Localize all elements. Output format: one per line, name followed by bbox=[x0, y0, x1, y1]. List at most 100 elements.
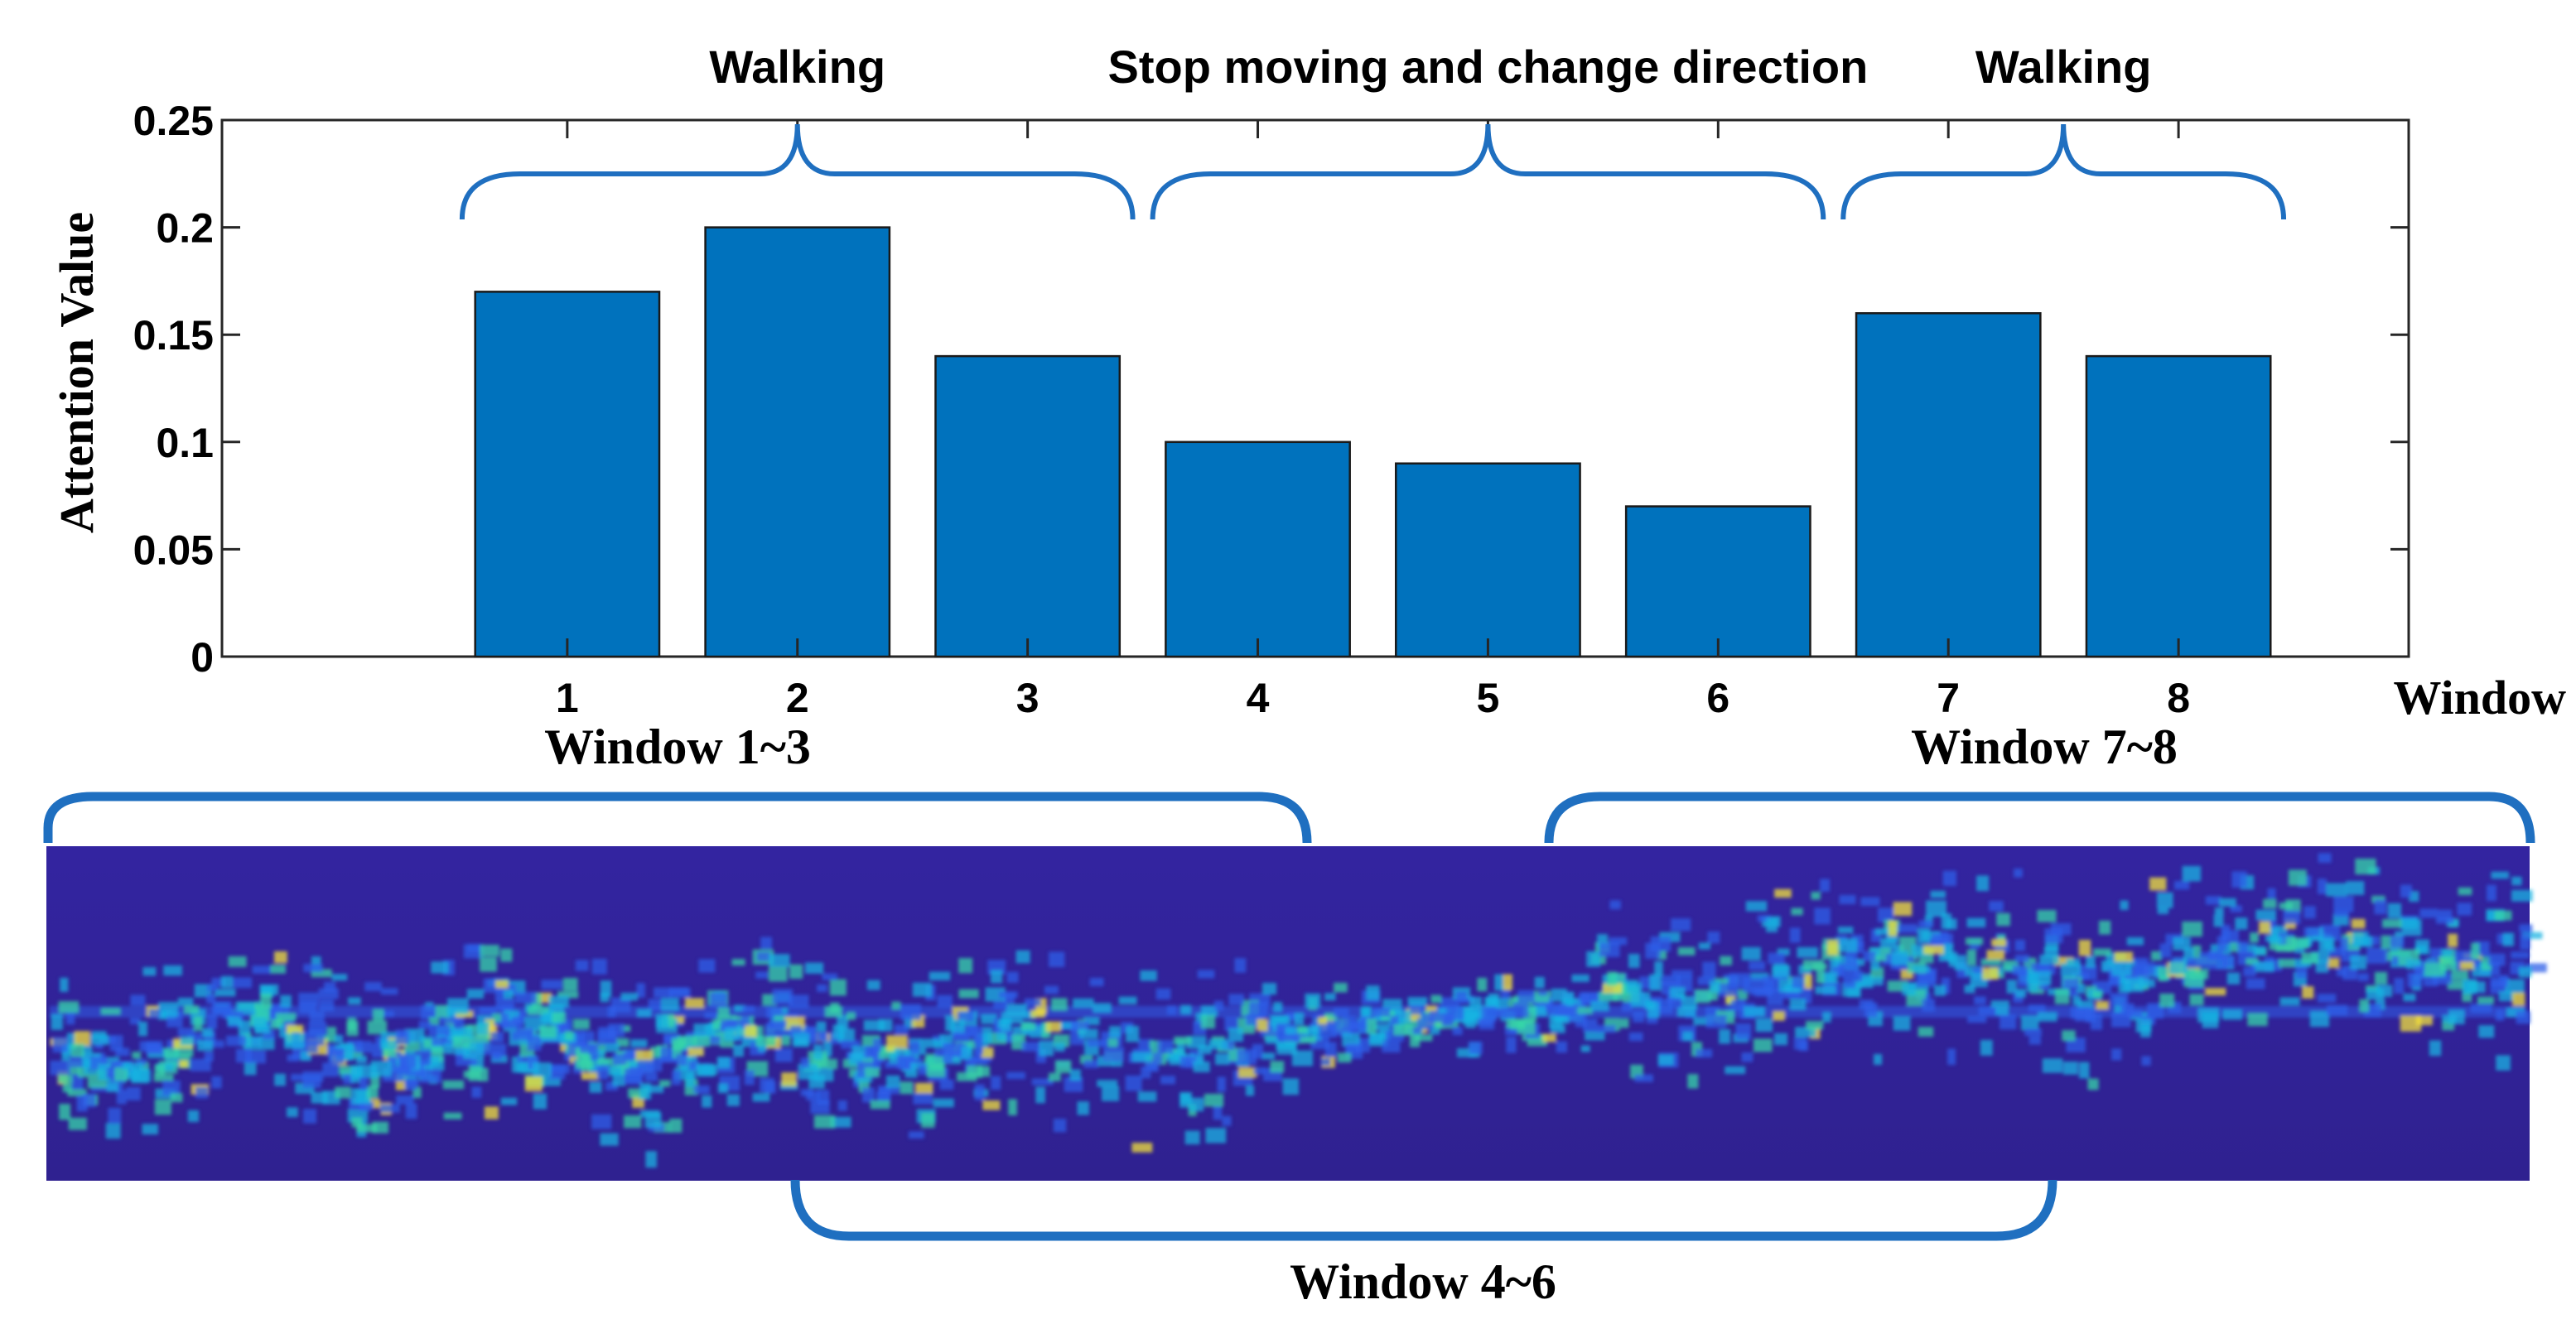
spectrogram-cell bbox=[2333, 896, 2354, 912]
spectrogram-cell bbox=[2063, 978, 2079, 989]
spectrogram-cell bbox=[1224, 1016, 1238, 1031]
spectrogram-cell bbox=[1582, 1018, 1598, 1033]
spectrogram-cell bbox=[1619, 1018, 1629, 1028]
spectrogram-cell bbox=[379, 1104, 400, 1113]
spectrogram-cell bbox=[765, 1007, 783, 1018]
spectrogram-cell bbox=[2284, 918, 2296, 929]
spectrogram-cell bbox=[1631, 992, 1651, 1008]
spectrogram-cell bbox=[866, 980, 880, 990]
spectrogram-cell bbox=[1922, 999, 1935, 1012]
spectrogram-cell bbox=[2038, 980, 2049, 990]
x-tick-label: 4 bbox=[1247, 675, 1270, 721]
spectrogram-cell bbox=[2187, 957, 2208, 968]
spectrogram-cell bbox=[2149, 877, 2167, 891]
spectrogram-cell bbox=[1434, 1015, 1444, 1029]
spectrogram-cell bbox=[1978, 1006, 1999, 1016]
spectrogram-cell bbox=[1719, 1029, 1731, 1044]
spectrogram-cell bbox=[1854, 970, 1864, 982]
spectrogram-cell bbox=[1479, 1019, 1495, 1030]
spectrogram-cell bbox=[755, 971, 769, 979]
window-1-3-label: Window 1~3 bbox=[544, 720, 811, 774]
spectrogram-cell bbox=[405, 1103, 417, 1119]
spectrogram-cell bbox=[1503, 1007, 1515, 1019]
spectrogram-cell bbox=[2506, 1007, 2525, 1018]
spectrogram-cell bbox=[740, 1016, 750, 1029]
spectrogram-cell bbox=[2487, 884, 2496, 902]
spectrogram-cell bbox=[1020, 1022, 1036, 1031]
spectrogram-cell bbox=[1893, 902, 1913, 917]
spectrogram-cell bbox=[2270, 927, 2279, 936]
spectrogram-cell bbox=[1793, 1037, 1807, 1050]
spectrogram-cell bbox=[2327, 947, 2346, 956]
spectrogram-cell bbox=[575, 960, 589, 971]
spectrogram-cell bbox=[2429, 1040, 2442, 1057]
spectrogram-cell bbox=[1667, 996, 1682, 1009]
spectrogram-cell bbox=[1996, 912, 2010, 927]
spectrogram-cell bbox=[1054, 1042, 1065, 1052]
spectrogram-cell bbox=[311, 1091, 328, 1104]
spectrogram-cell bbox=[837, 1100, 847, 1111]
spectrogram-cell bbox=[615, 1037, 630, 1047]
spectrogram-cell bbox=[1257, 1018, 1268, 1032]
spectrogram-cell bbox=[527, 1035, 542, 1052]
spectrogram-cell bbox=[1390, 1016, 1400, 1033]
spectrogram-cell bbox=[734, 1004, 746, 1012]
spectrogram-cell bbox=[837, 1028, 856, 1043]
spectrogram-cell bbox=[2337, 968, 2347, 977]
spectrogram-cell bbox=[1839, 894, 1856, 904]
spectrogram-cell bbox=[1208, 1039, 1228, 1050]
spectrogram-cell bbox=[395, 1029, 409, 1045]
spectrogram-cell bbox=[562, 978, 578, 991]
spectrogram-cell bbox=[2078, 940, 2091, 956]
spectrogram-cell bbox=[939, 1079, 954, 1090]
spectrogram-cell bbox=[2343, 943, 2361, 951]
spectrogram-cell bbox=[588, 1043, 599, 1061]
spectrogram-cell bbox=[1599, 942, 1620, 957]
spectrogram-cell bbox=[302, 1109, 317, 1124]
spectrogram-cell bbox=[620, 992, 638, 1001]
spectrogram-cell bbox=[2447, 980, 2465, 990]
spectrogram-cell bbox=[804, 962, 824, 974]
spectrogram-cell bbox=[1452, 1026, 1463, 1036]
spectrogram-cell bbox=[1270, 1061, 1285, 1073]
spectrogram-cell bbox=[68, 1117, 87, 1130]
spectrogram-cell bbox=[1477, 977, 1488, 992]
spectrogram-cell bbox=[768, 965, 788, 982]
spectrogram-cell bbox=[2477, 996, 2495, 1004]
spectrogram-cell bbox=[2355, 858, 2376, 875]
spectrogram-cell bbox=[1737, 989, 1748, 1000]
spectrogram-cell bbox=[154, 1099, 171, 1115]
spectrogram-cell bbox=[2229, 942, 2241, 952]
spectrogram-cell bbox=[1791, 907, 1803, 916]
spectrogram-cell bbox=[100, 1008, 121, 1015]
spectrogram-cell bbox=[538, 1025, 557, 1038]
spectrogram-cell bbox=[324, 981, 336, 992]
spectrogram-cell bbox=[500, 1097, 518, 1105]
spectrogram-cell bbox=[190, 1058, 211, 1071]
spectrogram-cell bbox=[1253, 1067, 1266, 1075]
window-4-6-bracket: Window 4~6 bbox=[790, 1179, 2057, 1309]
spectrogram-cell bbox=[1112, 1060, 1123, 1067]
window-7-8-bracket: Window 7~8 bbox=[1544, 720, 2535, 844]
spectrogram-cell bbox=[1131, 1052, 1151, 1062]
spectrogram-cell bbox=[1556, 1041, 1567, 1053]
spectrogram-cell bbox=[2359, 999, 2370, 1013]
doppler-trace bbox=[50, 853, 2547, 1168]
spectrogram-cell bbox=[752, 1093, 770, 1102]
spectrogram-cell bbox=[1986, 950, 2005, 960]
spectrogram-cell bbox=[2390, 936, 2405, 949]
spectrogram-cell bbox=[1954, 961, 1966, 970]
spectrogram-cell bbox=[2382, 918, 2402, 928]
spectrogram-cell bbox=[1647, 1001, 1660, 1018]
spectrogram-cell bbox=[50, 1061, 71, 1076]
spectrogram-cell bbox=[2278, 958, 2295, 968]
spectrogram-cell bbox=[206, 984, 218, 992]
spectrogram-cell bbox=[2037, 1012, 2057, 1022]
spectrogram-cell bbox=[552, 1012, 566, 1023]
spectrogram-cell bbox=[2246, 958, 2259, 965]
spectrogram-cell bbox=[485, 1019, 494, 1033]
spectrogram-cell bbox=[880, 1047, 898, 1055]
spectrogram-cell bbox=[2424, 962, 2445, 976]
spectrogram-cell bbox=[1176, 1039, 1185, 1052]
bar-5 bbox=[1395, 462, 1581, 658]
